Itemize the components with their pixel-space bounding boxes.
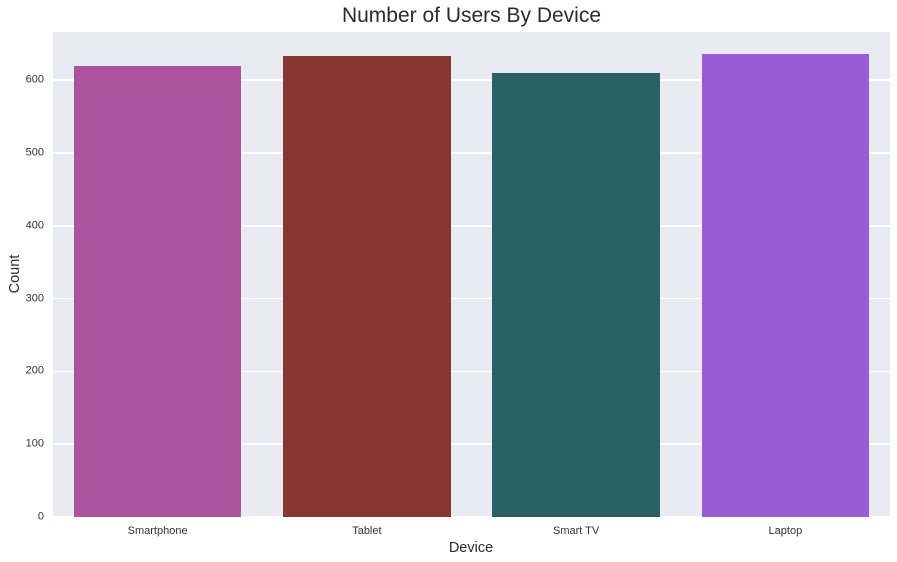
y-axis-label: Count [7,254,23,294]
y-tick-label-100: 100 [25,437,44,450]
gridline-y-100 [53,443,890,445]
gridline-y-500 [53,152,890,154]
y-tick-label-400: 400 [25,219,44,232]
x-tick-label-tablet: Tablet [352,525,382,537]
gridline-y-400 [53,224,890,227]
y-tick-label-0: 0 [37,510,44,523]
x-axis-label: Device [448,540,494,556]
gridline-y-0 [53,516,890,517]
gridline-y-300 [53,297,890,300]
x-tick-label-smart-tv: Smart TV [552,525,600,537]
x-tick-label-laptop: Laptop [768,525,803,537]
gridline-y-200 [53,370,890,373]
bar-smartphone [73,65,242,517]
chart-title: Number of Users By Device [341,4,602,27]
x-tick-label-smartphone: Smartphone [127,525,188,537]
gridline-y-600 [53,79,890,81]
bar-laptop [701,53,870,517]
y-tick-label-500: 500 [25,146,44,159]
plot-area [53,32,890,517]
bar-tablet [283,56,451,517]
y-tick-label-300: 300 [25,292,44,305]
bar-smart-tv [492,72,660,517]
y-tick-label-600: 600 [25,73,44,86]
y-tick-label-200: 200 [25,364,44,377]
